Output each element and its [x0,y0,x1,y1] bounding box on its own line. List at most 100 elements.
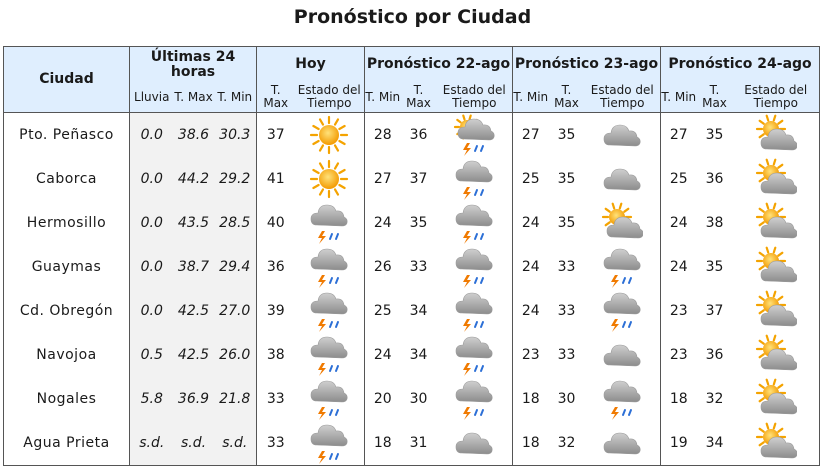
f3-weather-cell [732,289,820,333]
header-tmin-24: T. Min [213,82,257,113]
f1-tmin-cell: 27 [364,157,401,201]
thunderstorm-icon [437,289,513,333]
partly-cloudy-icon [733,157,820,201]
table-row: Hermosillo 0.0 43.5 28.5 40 24 35 24 35 24 38 [3,201,820,245]
f2-tmax-cell: 33 [557,347,576,363]
f1-tmin-cell: 18 [364,421,401,466]
f2-tmax-cell: 33 [557,259,576,275]
thunderstorm-icon [585,245,661,289]
header-tmax-f3: T. Max [696,82,733,113]
f1-tmax-cell: 33 [409,259,428,275]
f1-tmin-cell: 25 [364,289,401,333]
f3-tmin-cell: 19 [660,421,697,466]
tmin24-cell: 29.4 [213,245,257,289]
f3-tmax-cell: 38 [705,215,724,231]
f2-weather-cell [584,377,661,421]
partly-cloudy-icon [733,377,820,421]
header-tmin-f1: T. Min [364,82,401,113]
thunderstorm-icon [295,377,365,421]
f3-weather-cell [732,157,820,201]
f1-tmax-cell: 30 [409,391,428,407]
city-cell: Hermosillo [3,201,130,245]
lluvia-cell: 0.0 [129,157,174,201]
f2-tmin-cell: 25 [512,157,549,201]
table-body: Pto. Peñasco 0.0 38.6 30.3 37 28 36 27 35 27 35 Cab… [3,112,820,466]
header-last24: Últimas 24 horas [129,46,257,82]
cloud-icon [585,113,661,157]
f3-tmin-cell: 24 [660,201,697,245]
cloud-icon [585,157,661,201]
f2-tmax-cell: 33 [557,303,576,319]
tmin24-cell: 21.8 [213,377,257,421]
f2-weather-cell [584,421,661,466]
f1-weather-cell [436,377,513,421]
cloud-icon [437,421,513,465]
f3-weather-cell [732,201,820,245]
f3-weather-cell [732,112,820,157]
f3-tmax-cell: 34 [696,421,733,466]
f2-tmin-cell: 24 [512,289,549,333]
header-tmax-f1: T. Max [400,82,437,113]
thunderstorm-icon [295,333,365,377]
partly-cloudy-icon [733,201,820,245]
f1-tmin-cell: 24 [364,201,401,245]
today-tmax-cell: 38 [256,333,295,377]
header-estado-f2: Estado del Tiempo [584,82,661,113]
table-row: Guaymas 0.0 38.7 29.4 36 26 33 24 33 24 35 [3,245,820,289]
header-estado-today: Estado del Tiempo [294,82,365,113]
header-today: Hoy [256,46,365,82]
tmin24-cell: 30.3 [213,112,257,157]
f3-weather-cell [732,333,820,377]
city-cell: Nogales [3,377,130,421]
header-forecast-3: Pronóstico 24-ago [660,46,820,82]
f1-weather-cell [436,201,513,245]
f2-weather-cell [584,245,661,289]
f3-tmin-cell: 23 [660,289,697,333]
f2-tmax-cell: 35 [557,215,576,231]
f2-tmin-cell: 24 [512,245,549,289]
lluvia-cell: s.d. [129,421,174,466]
f1-tmax-cell: 37 [409,171,428,187]
f1-tmin-cell: 20 [364,377,401,421]
f2-tmax-cell: 32 [548,421,585,466]
f2-tmax-cell: 35 [557,171,576,187]
sunny-icon [295,113,365,157]
table-row: Caborca 0.0 44.2 29.2 41 27 37 25 35 25 36 [3,157,820,201]
table-row: Pto. Peñasco 0.0 38.6 30.3 37 28 36 27 35 27 35 [3,112,820,157]
table-row: Navojoa 0.5 42.5 26.0 38 24 34 23 33 23 36 [3,333,820,377]
tmin24-cell: 26.0 [213,333,257,377]
tmin24-cell: 28.5 [213,201,257,245]
partly-cloudy-icon [733,113,820,157]
f3-tmin-cell: 24 [660,245,697,289]
partly-cloudy-icon [585,201,661,245]
f1-weather-cell [436,157,513,201]
tmax24-cell: 43.5 [173,201,214,245]
today-weather-cell [294,157,365,201]
header-tmax-f2: T. Max [548,82,585,113]
city-cell: Navojoa [3,333,130,377]
header-row-columns: Lluvia T. Max T. Min T. Max Estado del T… [4,82,820,113]
f3-tmax-cell: 32 [705,391,724,407]
today-tmax-cell: 40 [256,201,295,245]
page-title: Pronóstico por Ciudad [293,6,532,28]
f3-tmin-cell: 27 [660,112,697,157]
f1-tmin-cell: 24 [364,333,401,377]
f2-tmin-cell: 18 [512,377,549,421]
today-tmax-cell: 33 [256,377,295,421]
tmax24-cell: 42.5 [173,289,214,333]
header-tmax-24: T. Max [173,82,214,113]
city-cell: Guaymas [3,245,130,289]
f3-weather-cell [732,377,820,421]
f2-tmin-cell: 18 [512,421,549,466]
header-tmax-today: T. Max [256,82,295,113]
today-tmax-cell: 36 [256,245,295,289]
header-forecast-1: Pronóstico 22-ago [364,46,513,82]
thunderstorm-icon [295,245,365,289]
cloud-icon [585,421,661,465]
header-row-groups: Ciudad Últimas 24 horas Hoy Pronóstico 2… [3,46,820,113]
thunderstorm-icon [295,201,365,245]
f2-weather-cell [584,289,661,333]
today-weather-cell [294,377,365,421]
lluvia-cell: 5.8 [129,377,174,421]
f2-weather-cell [584,201,661,245]
